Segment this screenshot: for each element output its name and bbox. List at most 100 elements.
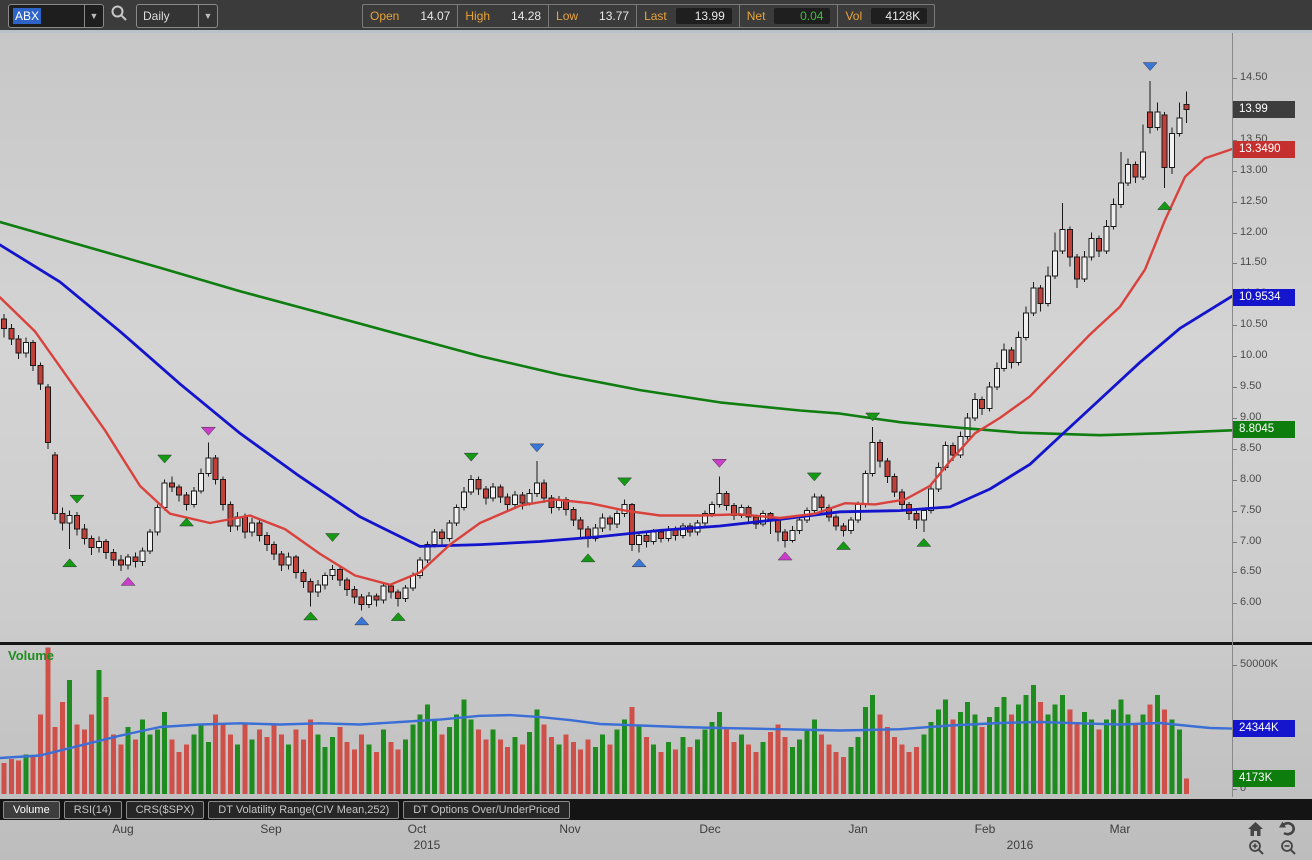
toolbar: ABX ▼ Daily ▼ Open 14.07 High 14.28 Low … <box>0 0 1312 30</box>
ma-line-mid_blue <box>0 243 1232 548</box>
volume-tick-label: 0 <box>1240 782 1247 794</box>
price-tick-label: 10.50 <box>1240 318 1268 331</box>
x-axis-year-label: 2015 <box>413 838 441 852</box>
undo-icon <box>1279 821 1295 835</box>
axis-tick-mark <box>1233 78 1237 79</box>
x-axis-month-label: Dec <box>699 822 721 836</box>
x-axis-month-label: Aug <box>112 822 134 836</box>
last-price-badge: 13.99 <box>1233 101 1295 119</box>
axis-tick-mark <box>1233 325 1237 327</box>
x-axis-month-label: Feb <box>974 822 996 836</box>
volume-bars-layer <box>1 647 1190 794</box>
x-axis-month-label: Mar <box>1109 822 1131 836</box>
ma-value-badge-blue: 10.9534 <box>1233 288 1295 306</box>
stat-vol-value: 4128K <box>871 8 928 24</box>
timeframe-dropdown-arrow-icon[interactable]: ▼ <box>198 5 217 27</box>
right-price-axis[interactable]: 14.5014.0013.5013.0012.5012.0011.5011.00… <box>1232 33 1312 797</box>
x-axis-month-label: Jan <box>848 822 868 836</box>
pane-divider <box>0 642 1312 645</box>
price-tick-label: 12.50 <box>1240 194 1268 207</box>
stat-low: Low 13.77 <box>549 5 638 27</box>
axis-tick-mark <box>1233 789 1237 790</box>
axis-tick-mark <box>1233 139 1237 141</box>
stat-vol-label: Vol <box>845 9 863 23</box>
price-tick-label: 6.00 <box>1240 596 1262 609</box>
price-tick-label: 8.50 <box>1240 441 1262 454</box>
x-axis-month-label: Nov <box>559 822 581 836</box>
price-tick-label: 14.50 <box>1240 71 1268 83</box>
price-tick-label: 7.50 <box>1240 503 1262 516</box>
stat-high-label: High <box>465 9 491 23</box>
x-axis-month-label: Sep <box>260 822 282 836</box>
price-chart-pane[interactable] <box>0 33 1232 642</box>
zoom-out-button[interactable] <box>1277 838 1299 856</box>
quote-stats-bar: Open 14.07 High 14.28 Low 13.77 Last 13.… <box>362 4 936 28</box>
stat-open-value: 14.07 <box>420 9 451 23</box>
ma-value-badge-red: 13.3490 <box>1233 140 1295 158</box>
axis-tick-mark <box>1233 387 1237 388</box>
stat-last-value: 13.99 <box>675 8 732 24</box>
axis-tick-mark <box>1233 201 1237 203</box>
stat-last: Last 13.99 <box>637 5 740 27</box>
axis-tick-mark <box>1233 232 1237 234</box>
timeframe-select[interactable]: Daily ▼ <box>136 4 218 28</box>
stat-low-label: Low <box>556 9 579 23</box>
axis-tick-mark <box>1233 510 1237 512</box>
price-tick-label: 11.50 <box>1240 256 1267 269</box>
price-tick-label: 13.00 <box>1240 163 1268 176</box>
symbol-input[interactable]: ABX ▼ <box>8 4 104 28</box>
time-axis[interactable]: Aug Sep Oct Nov Dec Jan Feb Mar 2015 2016 <box>0 820 1232 860</box>
axis-tick-mark <box>1233 541 1237 543</box>
volume-value-badge-green: 4173K <box>1233 770 1295 788</box>
stat-net-value: 0.04 <box>774 8 831 24</box>
axis-tick-mark <box>1233 170 1237 172</box>
search-button[interactable] <box>108 5 130 25</box>
volume-pane-label: Volume <box>8 648 54 663</box>
stat-last-label: Last <box>644 9 667 23</box>
candles-layer <box>1 81 1190 611</box>
axis-tick-mark <box>1233 448 1237 450</box>
stat-open: Open 14.07 <box>363 5 459 27</box>
stat-net: Net 0.04 <box>740 5 839 27</box>
search-icon <box>110 4 128 27</box>
zoom-out-icon <box>1280 839 1296 855</box>
tab-volume[interactable]: Volume <box>3 800 60 819</box>
x-axis-month-label: Oct <box>407 822 427 836</box>
stat-low-value: 13.77 <box>599 9 630 23</box>
price-tick-label: 7.00 <box>1240 534 1262 547</box>
chart-nav-controls <box>1244 820 1306 858</box>
undo-button[interactable] <box>1276 819 1298 837</box>
zoom-in-button[interactable] <box>1245 838 1267 856</box>
price-tick-label: 6.50 <box>1240 565 1262 578</box>
volume-value-badge-blue: 24344K <box>1233 720 1295 738</box>
home-button[interactable] <box>1244 820 1266 838</box>
timeframe-value: Daily <box>143 9 170 23</box>
tab-crs-spx[interactable]: CRS($SPX) <box>125 800 205 819</box>
toolbar-separator <box>0 30 1312 33</box>
stat-high: High 14.28 <box>458 5 550 27</box>
axis-tick-mark <box>1233 603 1237 605</box>
tab-dt-options-over-underpriced[interactable]: DT Options Over/UnderPriced <box>403 800 570 819</box>
symbol-value[interactable]: ABX <box>13 8 42 24</box>
symbol-dropdown-arrow-icon[interactable]: ▼ <box>84 5 103 27</box>
price-tick-label: 10.00 <box>1240 349 1268 362</box>
tab-dt-volatility-range-civ-mean-252[interactable]: DT Volatility Range(CIV Mean,252) <box>208 800 400 819</box>
volume-ma-line <box>0 713 1232 760</box>
home-icon <box>1247 822 1263 836</box>
stat-vol: Vol 4128K <box>838 5 934 27</box>
ma-line-fast_red <box>0 147 1232 586</box>
ma-line-slow_green <box>0 220 1232 437</box>
axis-tick-mark <box>1233 479 1237 481</box>
stat-open-label: Open <box>370 9 400 23</box>
axis-tick-mark <box>1233 417 1237 419</box>
axis-tick-mark <box>1233 572 1237 574</box>
stat-high-value: 14.28 <box>511 9 542 23</box>
zoom-in-icon <box>1248 839 1264 855</box>
signal-markers-layer <box>62 62 1173 626</box>
volume-chart-pane[interactable] <box>0 645 1232 796</box>
x-axis-year-label: 2016 <box>1006 838 1034 852</box>
volume-tick-label: 50000K <box>1240 658 1278 670</box>
price-tick-label: 12.00 <box>1240 225 1268 238</box>
tab-rsi-14[interactable]: RSI(14) <box>63 800 122 819</box>
